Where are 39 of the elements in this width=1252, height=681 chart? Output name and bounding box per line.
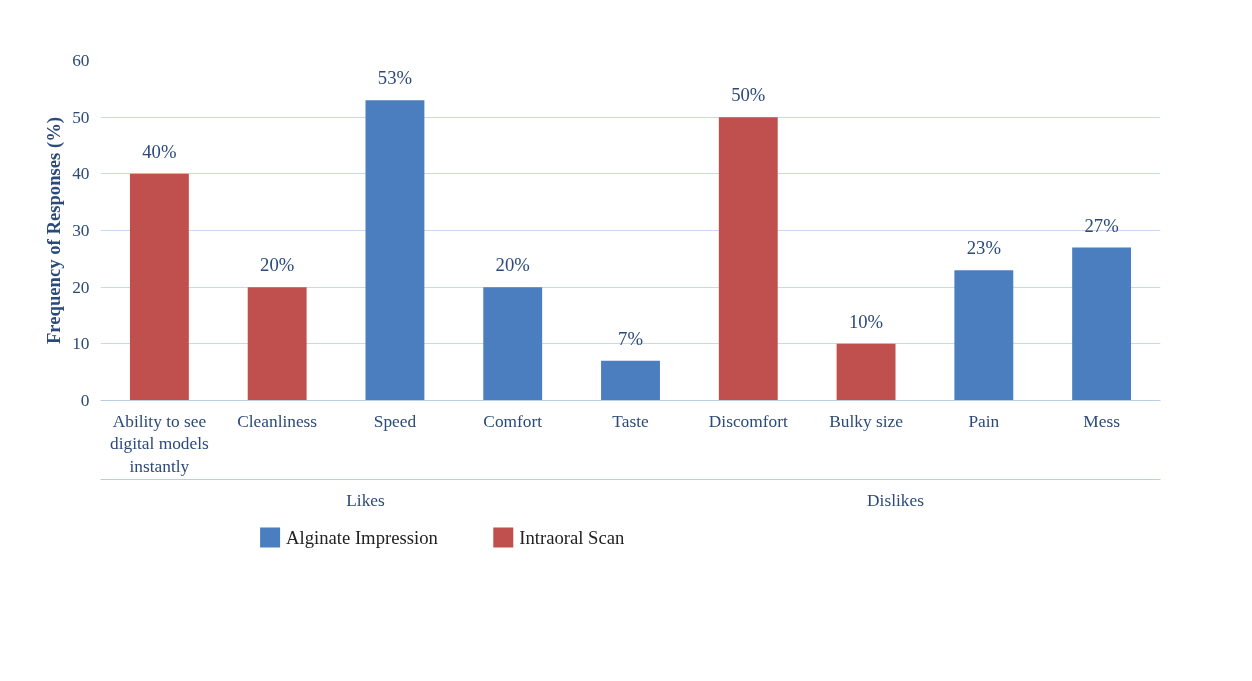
legend-label: Alginate Impression <box>286 527 439 548</box>
x-tick-label: Comfort <box>483 411 543 431</box>
x-tick-label: Discomfort <box>708 411 788 431</box>
y-tick-label: 30 <box>72 221 90 240</box>
data-label: 7% <box>618 327 643 349</box>
x-tick-label: Ability to see digital models instantly <box>110 411 209 477</box>
y-tick-label: 0 <box>80 391 90 410</box>
data-label: 40% <box>142 140 177 162</box>
y-tick-label: 50 <box>72 107 90 127</box>
bar <box>365 100 425 401</box>
bar <box>954 270 1014 401</box>
x-tick-label: Bulky size <box>829 411 904 431</box>
bar <box>483 287 543 401</box>
legend-label: Intraoral Scan <box>519 527 626 548</box>
data-label: 10% <box>848 310 884 332</box>
y-tick-label: 20 <box>72 277 90 297</box>
bar <box>836 343 896 401</box>
y-axis-title: Frequency of Responses (%) <box>43 116 66 345</box>
data-label: 23% <box>966 237 1001 259</box>
data-label: 20% <box>495 254 530 276</box>
data-label: 50% <box>731 84 766 106</box>
text: Dislikes <box>867 490 925 510</box>
bar <box>601 360 660 401</box>
text: Likes <box>346 490 386 510</box>
data-label: 53% <box>377 67 413 89</box>
bar <box>247 287 307 401</box>
y-tick-label: 40 <box>72 164 90 184</box>
y-tick-label: 10 <box>72 334 90 354</box>
bar <box>718 117 778 401</box>
y-tick-label: 60 <box>72 51 90 70</box>
data-label: 27% <box>1084 214 1119 236</box>
bar <box>1072 247 1132 401</box>
x-tick-label: Cleanliness <box>237 411 318 431</box>
x-tick-label: Mess <box>1083 411 1121 431</box>
x-tick-label: Taste <box>612 411 649 431</box>
x-tick-label: Pain <box>968 411 1000 431</box>
data-label: 20% <box>260 254 295 276</box>
bar <box>129 173 189 401</box>
x-tick-label: Speed <box>373 411 417 431</box>
